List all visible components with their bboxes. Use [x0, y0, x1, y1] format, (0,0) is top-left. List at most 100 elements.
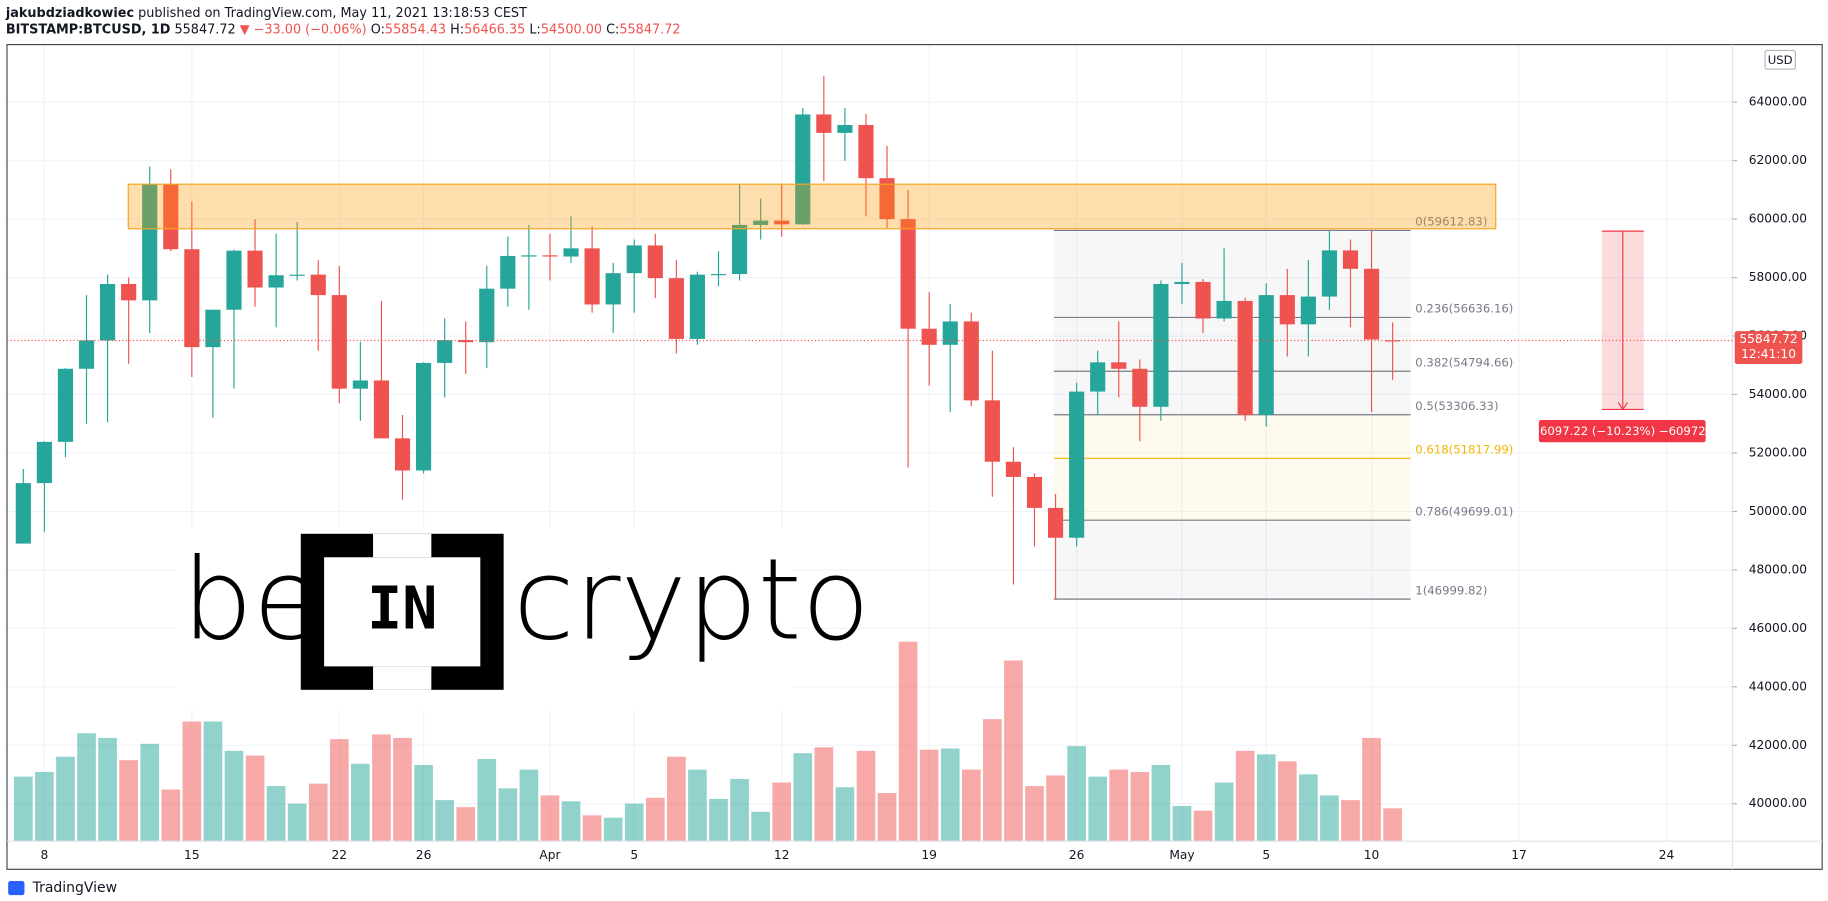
candle-body	[57, 368, 74, 442]
candle-body	[542, 255, 558, 257]
volume-bar	[540, 795, 560, 842]
volume-bar	[603, 817, 623, 842]
logo-gap-bottom	[373, 666, 432, 690]
candle-body	[1174, 281, 1190, 284]
x-tick-label: 10	[1364, 848, 1380, 862]
change: ▼ −33.00 (−0.06%)	[240, 22, 367, 37]
candle-body	[373, 380, 390, 439]
c-label: C:	[606, 22, 619, 37]
candle-body	[816, 114, 832, 133]
volume-bar	[667, 756, 686, 842]
candle-body	[1321, 250, 1338, 297]
volume-bar	[119, 760, 138, 842]
volume-bar	[1067, 746, 1086, 842]
x-tick-label: Apr	[539, 848, 561, 862]
currency-label: USD	[1768, 53, 1793, 67]
x-tick-label: May	[1169, 848, 1194, 862]
candle-body	[963, 321, 979, 401]
countdown-label: 12:41:10	[1741, 347, 1796, 361]
volume-bar	[1256, 754, 1276, 842]
fib-zone	[1053, 317, 1411, 372]
y-tick-label: 42000.00	[1749, 738, 1807, 752]
volume-bar	[182, 721, 202, 842]
candle-body	[1132, 368, 1148, 407]
x-tick-label: 5	[630, 848, 638, 862]
candle-body	[1216, 300, 1232, 319]
y-tick-label: 62000.00	[1749, 153, 1807, 167]
volume-bar	[266, 786, 286, 842]
volume-bar	[961, 769, 981, 842]
fib-zone	[1053, 414, 1411, 459]
candle-body	[563, 248, 579, 257]
volume-bar	[56, 756, 75, 842]
fib-label: 0.618(51817.99)	[1415, 443, 1513, 457]
volume-bar	[372, 734, 391, 842]
x-tick-label: 24	[1659, 848, 1675, 862]
footer-brand: TradingView	[32, 880, 117, 896]
volume-bar	[814, 747, 834, 842]
candle-body	[142, 184, 158, 301]
candle-body	[1005, 461, 1022, 477]
candle-body	[1342, 250, 1359, 269]
volume-bar	[835, 787, 855, 842]
volume-bar	[224, 750, 244, 842]
candle-body	[668, 278, 684, 339]
candle-body	[1047, 507, 1064, 538]
candle-body	[1069, 391, 1085, 538]
logo-inner	[324, 557, 481, 667]
last-price-label: 55847.72	[1739, 332, 1797, 346]
fib-label: 0.236(56636.16)	[1415, 302, 1513, 316]
arrow-head	[1617, 402, 1628, 411]
candle-body	[1153, 283, 1169, 407]
candle-body	[247, 250, 263, 288]
volume-bar	[1193, 810, 1213, 842]
x-tick-label: 5	[1262, 848, 1270, 862]
header-line-2: BITSTAMP:BTCUSD, 1D 55847.72 ▼ −33.00 (−…	[6, 22, 681, 37]
resistance-zone	[127, 183, 1497, 230]
tv-logo	[8, 881, 25, 896]
candle-body	[331, 295, 347, 389]
candle-body	[479, 288, 495, 343]
volume-bar	[519, 769, 539, 842]
candle-body	[289, 274, 305, 276]
volume-bar	[1130, 771, 1150, 842]
published: published on TradingView.com, May 11, 20…	[138, 5, 527, 20]
volume-bar	[1172, 805, 1192, 842]
l-value: 54500.00	[541, 22, 602, 37]
candle-body	[36, 441, 52, 484]
candle-body	[205, 309, 221, 348]
x-tick-label: 19	[921, 848, 937, 862]
volume-bar	[688, 769, 707, 842]
volume-bar	[245, 755, 265, 842]
candle-body	[689, 274, 706, 339]
candle-body	[1279, 295, 1295, 325]
fib-retracement: 0(59612.83) 0.236(56636.16) 0.382(54794.66…	[1053, 215, 1513, 600]
footer: TradingView	[8, 880, 117, 896]
volume-bar	[1151, 764, 1171, 842]
volume-bar	[77, 733, 96, 842]
volume-bar	[308, 783, 328, 842]
candle-body	[1300, 296, 1316, 325]
volume-bar	[1320, 795, 1339, 842]
x-tick-label: 17	[1511, 848, 1527, 862]
candle-body	[900, 219, 916, 329]
volume-bar	[1277, 761, 1297, 842]
volume-bar	[561, 801, 581, 842]
y-tick-label: 60000.00	[1749, 212, 1807, 226]
fib-label: 0.382(54794.66)	[1415, 356, 1513, 370]
measure-tool: −6097.22 (−10.23%) −609722	[1530, 230, 1713, 443]
candle-body	[710, 274, 727, 276]
candle-body	[415, 362, 432, 471]
candle-body	[753, 220, 769, 225]
candle-body	[352, 380, 368, 389]
candle-body	[942, 321, 958, 345]
volume-bar	[498, 788, 518, 842]
currency-button[interactable]	[1764, 49, 1796, 70]
volume-bar	[1109, 769, 1129, 842]
volume-bar	[414, 764, 433, 842]
volume-bar	[1004, 660, 1023, 842]
volume-bar	[477, 759, 497, 842]
candle-body	[1363, 268, 1380, 340]
last: 55847.72	[174, 22, 235, 37]
volume-bar	[730, 778, 749, 842]
